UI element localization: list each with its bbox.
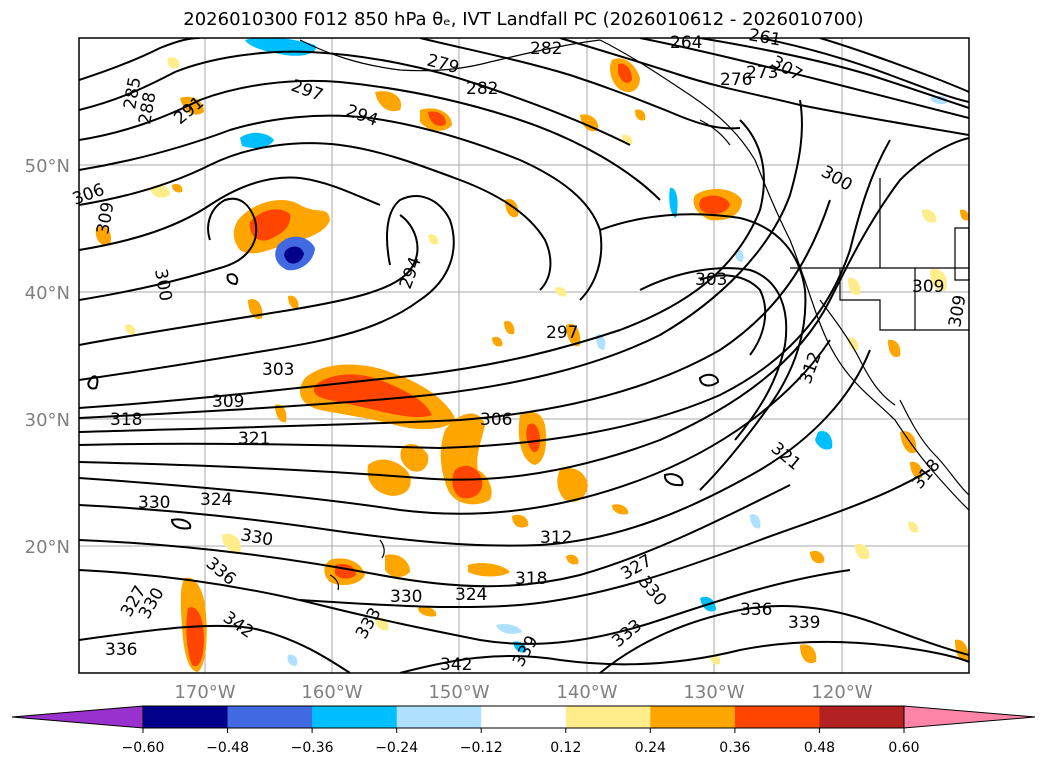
contour-label-342: 342 xyxy=(440,655,472,675)
coastline xyxy=(299,39,969,591)
contour-label-273: 273 xyxy=(746,63,778,83)
colorbar-segment xyxy=(396,706,482,728)
contour-label-282: 282 xyxy=(530,39,562,59)
contour-label-336b: 336 xyxy=(105,640,137,660)
contour-label-324: 324 xyxy=(200,490,232,510)
ivt-shading xyxy=(95,38,969,672)
colorbar-tick-label: −0.60 xyxy=(122,740,165,756)
colorbar-segment xyxy=(565,706,651,728)
colorbar-tick-label: −0.36 xyxy=(291,740,334,756)
colorbar-segment xyxy=(819,706,905,728)
contour-label-330: 330 xyxy=(138,493,170,513)
colorbar-segment xyxy=(734,706,820,728)
colorbar-segment xyxy=(481,706,567,728)
contour-label-276: 276 xyxy=(720,70,752,90)
contour-label-306: 306 xyxy=(480,410,512,430)
contour-label-324b: 324 xyxy=(455,585,487,605)
colorbar-segment xyxy=(227,706,313,728)
contour-label-330b: 330 xyxy=(390,587,422,607)
colorbar-segment xyxy=(143,706,229,728)
contour-label-318b: 318 xyxy=(515,569,547,589)
map-title: 2026010300 F012 850 hPa θₑ, IVT Landfall… xyxy=(183,9,864,30)
lon-label-170w: 170°W xyxy=(174,682,235,703)
colorbar-extend-min xyxy=(11,705,144,729)
lat-label-50n: 50°N xyxy=(25,156,70,177)
lon-label-160w: 160°W xyxy=(301,682,362,703)
longitude-labels: 170°W 160°W 150°W 140°W 130°W 120°W xyxy=(174,682,872,703)
contour-label-282b: 282 xyxy=(466,79,498,99)
lon-label-140w: 140°W xyxy=(556,682,617,703)
colorbar-tick-label: 0.36 xyxy=(719,740,750,756)
latitude-labels: 50°N 40°N 30°N 20°N xyxy=(25,156,70,558)
lon-label-150w: 150°W xyxy=(428,682,489,703)
contour-label-264: 264 xyxy=(670,33,702,53)
colorbar-tick-label: −0.12 xyxy=(460,740,503,756)
contour-label-297: 297 xyxy=(546,323,578,343)
colorbar-extend-max xyxy=(903,705,1036,729)
colorbar-tick-label: 0.48 xyxy=(804,740,835,756)
contour-label-336: 336 xyxy=(740,600,772,620)
colorbar-tick-label: −0.24 xyxy=(375,740,418,756)
lat-label-20n: 20°N xyxy=(25,537,70,558)
contour-label-303b: 303 xyxy=(695,270,727,290)
colorbar-tick-label: 0.12 xyxy=(550,740,581,756)
colorbar-segment xyxy=(312,706,398,728)
colorbar: −0.60 −0.48 −0.36 −0.24 −0.12 0.12 0.24 0.36 0.4… xyxy=(11,705,1036,756)
contour-label-318: 318 xyxy=(110,410,142,430)
colorbar-tick-label: 0.24 xyxy=(635,740,666,756)
contour-label-312: 312 xyxy=(540,528,572,548)
lon-label-120w: 120°W xyxy=(811,682,872,703)
colorbar-frame xyxy=(142,705,905,729)
lon-label-130w: 130°W xyxy=(683,682,744,703)
lat-label-30n: 30°N xyxy=(25,410,70,431)
theta-e-contours xyxy=(79,38,969,673)
contour-label-309: 309 xyxy=(212,392,244,412)
contour-label-321: 321 xyxy=(238,429,270,449)
colorbar-segment xyxy=(650,706,736,728)
colorbar-tick-label: −0.48 xyxy=(206,740,249,756)
contour-label-303: 303 xyxy=(262,360,294,380)
contour-label-309b: 309 xyxy=(912,277,944,297)
map-frame xyxy=(78,37,970,674)
map-background xyxy=(79,38,969,673)
gridlines xyxy=(79,38,969,673)
colorbar-tick-label: 0.60 xyxy=(888,740,919,756)
lat-label-40n: 40°N xyxy=(25,283,70,304)
contour-label-339: 339 xyxy=(788,613,820,633)
